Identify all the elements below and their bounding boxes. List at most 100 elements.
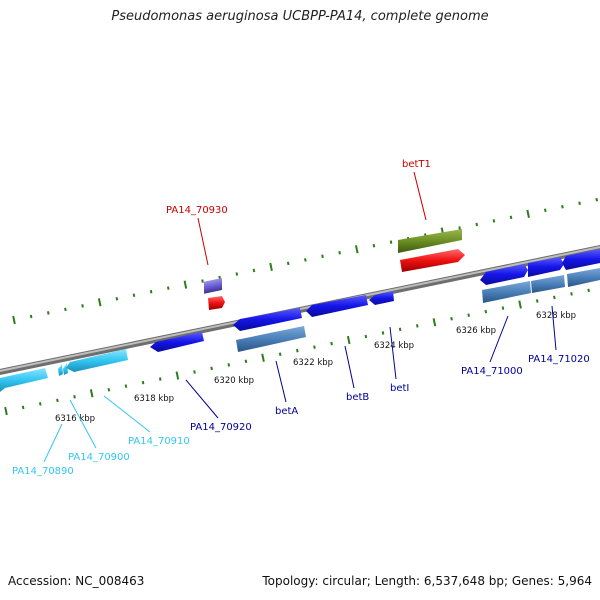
gene-rev-end[interactable] [567, 268, 600, 287]
gene-fwd-3[interactable] [562, 249, 600, 270]
major-tick [97, 298, 102, 307]
gene-purple-feature[interactable] [204, 278, 222, 294]
minor-tick [56, 398, 59, 403]
label-leader-line [103, 395, 151, 433]
minor-tick [450, 316, 453, 321]
minor-tick [124, 384, 128, 388]
gene-label[interactable]: betA [275, 406, 298, 417]
minor-tick [535, 299, 539, 303]
gene-label[interactable]: PA14_70900 [68, 452, 130, 463]
gene-pa14-70900[interactable] [58, 364, 63, 376]
minor-tick [570, 292, 573, 296]
gene-betB[interactable] [306, 295, 368, 317]
minor-tick [372, 243, 376, 248]
minor-tick [553, 295, 556, 300]
minor-tick [587, 288, 590, 293]
label-leader-line [185, 379, 219, 419]
minor-tick [364, 334, 368, 339]
gene-fwd-2[interactable] [528, 257, 564, 277]
minor-tick [561, 204, 564, 209]
minor-tick [296, 348, 299, 353]
minor-tick [149, 289, 153, 294]
gene-label[interactable]: PA14_70920 [190, 422, 252, 433]
major-tick [261, 353, 265, 362]
major-tick [183, 280, 188, 289]
minor-tick [252, 268, 256, 273]
gene-pa14-71020[interactable] [531, 275, 565, 293]
minor-tick [313, 345, 316, 349]
minor-tick [304, 258, 307, 262]
label-leader-line [197, 217, 209, 266]
minor-tick [415, 324, 419, 328]
label-leader-line [413, 171, 427, 221]
gene-label[interactable]: PA14_70890 [12, 466, 74, 477]
gene-pa14-71000[interactable] [482, 281, 531, 303]
minor-tick [467, 313, 470, 317]
minor-tick [458, 226, 461, 230]
gene-label[interactable]: PA14_71020 [528, 354, 590, 365]
major-tick [12, 315, 16, 325]
minor-tick [29, 314, 33, 319]
minor-tick [578, 201, 581, 205]
gene-betA[interactable] [233, 308, 302, 331]
major-tick [175, 371, 180, 380]
major-tick [346, 335, 351, 345]
gene-label[interactable]: PA14_70930 [166, 205, 228, 216]
minor-tick [389, 240, 393, 244]
minor-tick [338, 250, 341, 255]
map-title: Pseudomonas aeruginosa UCBPP-PA14, compl… [111, 9, 489, 24]
minor-tick [115, 296, 119, 301]
gene-pa14-70930[interactable] [208, 296, 225, 310]
label-leader-line [344, 345, 355, 389]
major-tick [432, 318, 437, 327]
minor-tick [132, 293, 136, 297]
major-tick [4, 406, 8, 416]
minor-tick [484, 309, 488, 314]
gene-pa14-70890[interactable] [0, 368, 48, 392]
minor-tick [286, 261, 290, 266]
major-tick [89, 389, 94, 398]
minor-tick [64, 307, 67, 312]
label-leader-line [275, 360, 287, 403]
tick-label: 6326 kbp [456, 326, 496, 336]
gene-fwd-1[interactable] [480, 264, 528, 285]
label-leader-line [389, 326, 397, 380]
gene-betA-secondary[interactable] [236, 326, 306, 352]
minor-tick [81, 304, 84, 308]
gene-betI[interactable] [369, 291, 394, 305]
minor-tick [193, 370, 196, 374]
minor-tick [381, 331, 385, 335]
tick-label: 6318 kbp [134, 394, 174, 404]
label-leader-line [489, 315, 509, 363]
gene-betT1-lower[interactable] [400, 249, 465, 272]
gene-pa14-70910[interactable] [66, 349, 128, 372]
forward-strand-genes [204, 229, 600, 310]
topology-text: Topology: circular; Length: 6,537,648 bp… [262, 574, 592, 588]
gene-label[interactable]: PA14_70910 [128, 436, 190, 447]
tick-label: 6328 kbp [536, 311, 576, 321]
gene-label[interactable]: betB [346, 392, 369, 403]
minor-tick [543, 208, 547, 213]
minor-tick [475, 222, 479, 227]
tick-label: 6320 kbp [214, 376, 254, 386]
minor-tick [595, 197, 599, 202]
minor-tick [21, 405, 25, 410]
label-leader-line [43, 423, 63, 463]
minor-tick [46, 311, 50, 315]
gene-label[interactable]: PA14_71000 [461, 366, 523, 377]
label-leader-line [69, 399, 97, 449]
gene-label[interactable]: betT1 [402, 159, 431, 170]
lower-tick-lane [4, 288, 590, 416]
gene-pa14-70920[interactable] [150, 332, 204, 352]
minor-tick [141, 380, 145, 385]
minor-tick [166, 286, 170, 290]
gene-pa14-70900b[interactable] [63, 363, 68, 375]
minor-tick [235, 272, 239, 276]
minor-tick [492, 219, 496, 223]
gene-label[interactable]: betI [390, 383, 409, 394]
gene-betT1-upper[interactable] [398, 229, 462, 253]
minor-tick [278, 352, 282, 356]
minor-tick [107, 387, 111, 392]
minor-tick [201, 279, 204, 283]
